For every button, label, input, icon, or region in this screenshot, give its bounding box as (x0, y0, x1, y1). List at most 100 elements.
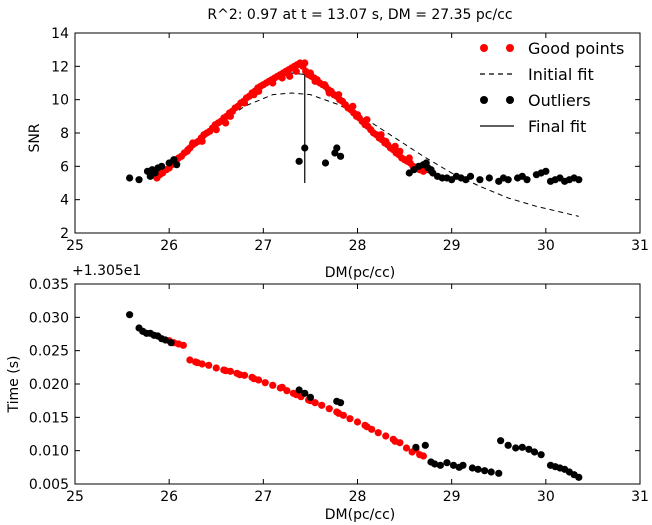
top-chart-good-points-point (250, 91, 258, 99)
top-chart-good-points-point (335, 91, 343, 99)
top-chart-good-points-point (198, 137, 206, 145)
top-chart-good-points-point (278, 74, 286, 82)
bottom-chart-outliers-point (126, 311, 134, 319)
bottom-chart-y-tick-label: 0.005 (29, 477, 69, 493)
top-chart-outliers-point (523, 176, 531, 184)
bottom-chart-good-points-point (363, 423, 371, 431)
top-chart-outliers-point (476, 176, 484, 184)
bottom-chart-outliers-point (530, 448, 539, 456)
bottom-chart-outliers-point (495, 469, 503, 477)
bottom-chart-good-points-point (236, 371, 244, 379)
bottom-chart-good-points-point (179, 341, 187, 349)
bottom-chart-x-tick-label: 31 (631, 489, 649, 505)
top-chart-good-points-point (377, 131, 385, 139)
bottom-chart-x-tick-label: 25 (66, 489, 84, 505)
top-chart-x-tick-label: 25 (66, 238, 84, 254)
bottom-chart-x-tick-label: 27 (254, 489, 272, 505)
top-chart-good-points-point (240, 99, 249, 107)
bottom-chart-outliers-point (525, 445, 533, 453)
top-chart-good-points-point (320, 81, 329, 89)
top-chart-good-points-point (396, 147, 404, 155)
top-chart-y-tick-label: 10 (51, 93, 69, 109)
legend-marker (480, 96, 488, 104)
top-chart-y-tick-label: 12 (51, 59, 69, 75)
bottom-chart-good-points-point (419, 452, 428, 460)
top-chart-good-points-point (286, 72, 294, 80)
top-chart-y-axis-label: SNR (27, 123, 43, 152)
top-chart-outliers-point (466, 172, 475, 180)
top-chart-x-tick-label: 27 (254, 238, 272, 254)
bottom-chart-good-points-point (269, 381, 277, 389)
top-chart-good-points-point (306, 69, 315, 77)
bottom-chart-y-tick-label: 0.035 (29, 277, 69, 293)
top-chart-good-points-point (363, 116, 371, 124)
bottom-chart-good-points-point (193, 359, 202, 367)
bottom-chart-outliers-point (167, 339, 175, 347)
bottom-chart-good-points-point (335, 409, 343, 417)
bottom-chart-outliers-point (436, 461, 444, 469)
bottom-chart-good-points-point (325, 405, 333, 413)
top-chart-good-points-point (353, 111, 362, 119)
bottom-chart-outliers-point (336, 399, 345, 407)
top-chart-good-points-point (184, 146, 192, 154)
bottom-chart-x-tick-label: 29 (443, 489, 461, 505)
legend-label: Good points (528, 39, 624, 58)
bottom-chart-good-points-point (353, 418, 362, 426)
top-chart-outliers-point (542, 167, 550, 175)
bottom-chart-outliers-point (474, 465, 482, 473)
bottom-chart-outliers-point (431, 460, 439, 468)
top-chart: 25 26 27 28 29 30 31 2 4 6 8 10 12 14 (51, 26, 649, 254)
bottom-chart-y-tick-label: 0.025 (29, 344, 69, 360)
bottom-chart-outliers-point (575, 473, 583, 481)
top-chart-good-points-point (269, 79, 277, 87)
bottom-chart-outliers-point (161, 336, 169, 344)
top-chart-title: R^2: 0.97 at t = 13.07 s, DM = 27.35 pc/… (207, 7, 512, 23)
bottom-chart-outliers-point (504, 441, 512, 449)
top-chart-y-tick-label: 4 (60, 193, 69, 209)
top-chart-x-tick-label: 26 (160, 238, 178, 254)
top-chart-outliers-point (333, 144, 341, 152)
top-chart-outliers-point (158, 162, 166, 170)
top-chart-y-tick-label: 2 (60, 226, 69, 242)
bottom-chart-outliers-point (443, 459, 451, 467)
bottom-chart-good-points-point (261, 379, 269, 387)
bottom-chart-outliers-point (537, 451, 545, 459)
bottom-chart-outliers-point (449, 461, 458, 469)
bottom-chart-good-points-point (374, 429, 382, 437)
bottom-chart-good-points-point (278, 383, 286, 391)
legend-marker (506, 44, 514, 52)
top-chart-good-points-point (226, 112, 234, 120)
legend-marker (480, 44, 488, 52)
bottom-chart-good-points-point (382, 432, 390, 440)
top-chart-x-tick-label: 31 (631, 238, 649, 254)
top-chart-x-tick-label: 28 (349, 238, 367, 254)
bottom-chart-good-points-point (346, 415, 354, 423)
bottom-chart-y-tick-label: 0.010 (29, 444, 69, 460)
bottom-chart-outliers-point (487, 468, 495, 476)
bottom-chart-y-tick-label: 0.030 (29, 310, 69, 326)
top-chart-outliers-point (504, 176, 512, 184)
top-chart-outliers-point (173, 161, 181, 169)
top-chart-outliers-point (575, 176, 583, 184)
top-chart-good-points-point (382, 137, 390, 145)
top-chart-good-points-point (189, 139, 197, 147)
bottom-chart-outliers-point (468, 464, 476, 472)
bottom-chart-outliers-point (481, 467, 489, 475)
top-chart-outliers-point (485, 174, 493, 182)
top-chart-x-tick-label: 30 (537, 238, 555, 254)
top-chart-outliers-point (301, 144, 309, 152)
bottom-chart-x-tick-label: 26 (160, 489, 178, 505)
bottom-chart-y-tick-label: 0.020 (29, 377, 69, 393)
bottom-chart-outliers-point (518, 443, 526, 451)
bottom-chart-x-tick-label: 30 (537, 489, 555, 505)
top-chart-x-axis-label: DM(pc/cc) (325, 265, 395, 281)
legend-label: Outliers (528, 91, 591, 110)
top-chart-good-points-point (349, 102, 357, 110)
bottom-chart-outliers-point (497, 437, 505, 445)
top-chart-good-points-point (325, 89, 333, 97)
top-chart-x-tick-label: 29 (443, 238, 461, 254)
bottom-chart-outliers-point (512, 444, 520, 452)
top-chart-good-points-point (212, 126, 220, 134)
top-chart-outliers-point (295, 157, 303, 165)
